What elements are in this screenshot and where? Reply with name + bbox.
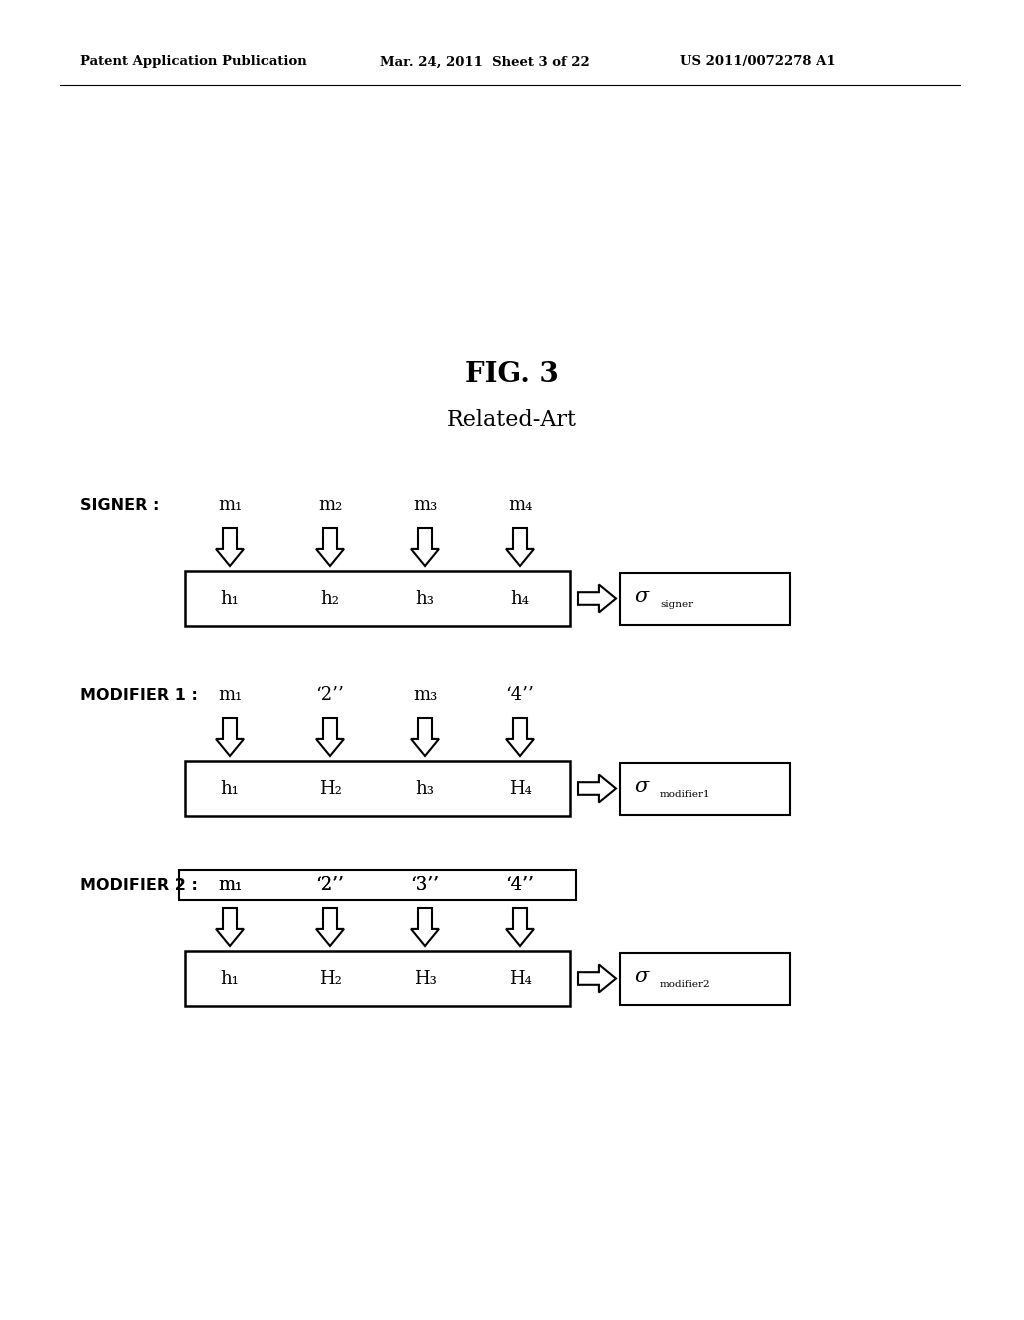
Polygon shape bbox=[316, 718, 344, 756]
Text: ‘4’’: ‘4’’ bbox=[506, 876, 535, 894]
Text: ‘2’’: ‘2’’ bbox=[315, 876, 344, 894]
Text: h₂: h₂ bbox=[321, 590, 340, 607]
Polygon shape bbox=[506, 908, 534, 946]
Text: m₃: m₃ bbox=[413, 686, 437, 704]
Polygon shape bbox=[578, 585, 616, 612]
Text: MODIFIER 1 :: MODIFIER 1 : bbox=[80, 688, 198, 702]
Polygon shape bbox=[411, 528, 439, 566]
Text: m₃: m₃ bbox=[413, 496, 437, 513]
Text: Mar. 24, 2011  Sheet 3 of 22: Mar. 24, 2011 Sheet 3 of 22 bbox=[380, 55, 590, 69]
Text: ‘3’’: ‘3’’ bbox=[411, 876, 439, 894]
Polygon shape bbox=[216, 718, 244, 756]
Text: ‘2’’: ‘2’’ bbox=[315, 686, 344, 704]
Text: h₃: h₃ bbox=[416, 780, 434, 797]
Polygon shape bbox=[316, 528, 344, 566]
FancyBboxPatch shape bbox=[185, 762, 570, 816]
FancyBboxPatch shape bbox=[620, 763, 790, 814]
Text: m₁: m₁ bbox=[218, 686, 242, 704]
FancyBboxPatch shape bbox=[185, 572, 570, 626]
Text: h₄: h₄ bbox=[511, 590, 529, 607]
Text: m₁: m₁ bbox=[218, 876, 242, 894]
FancyBboxPatch shape bbox=[620, 953, 790, 1005]
Text: ‘3’’: ‘3’’ bbox=[411, 876, 439, 894]
Text: h₁: h₁ bbox=[220, 780, 240, 797]
Text: σ: σ bbox=[635, 777, 649, 796]
Polygon shape bbox=[316, 908, 344, 946]
Polygon shape bbox=[216, 528, 244, 566]
Text: FIG. 3: FIG. 3 bbox=[465, 362, 559, 388]
FancyBboxPatch shape bbox=[185, 950, 570, 1006]
Text: Patent Application Publication: Patent Application Publication bbox=[80, 55, 307, 69]
Text: h₃: h₃ bbox=[416, 590, 434, 607]
Polygon shape bbox=[216, 908, 244, 946]
Text: m₄: m₄ bbox=[508, 496, 532, 513]
Text: h₁: h₁ bbox=[220, 590, 240, 607]
Text: H₄: H₄ bbox=[509, 969, 531, 987]
Text: signer: signer bbox=[660, 601, 693, 609]
Text: modifier2: modifier2 bbox=[660, 979, 711, 989]
Text: MODIFIER 2 :: MODIFIER 2 : bbox=[80, 878, 198, 892]
Text: H₂: H₂ bbox=[318, 969, 341, 987]
Text: H₄: H₄ bbox=[509, 780, 531, 797]
Text: Related-Art: Related-Art bbox=[447, 409, 577, 432]
Polygon shape bbox=[411, 908, 439, 946]
Text: US 2011/0072278 A1: US 2011/0072278 A1 bbox=[680, 55, 836, 69]
Text: m₁: m₁ bbox=[218, 876, 242, 894]
Text: m₁: m₁ bbox=[218, 496, 242, 513]
Text: ‘4’’: ‘4’’ bbox=[506, 686, 535, 704]
Polygon shape bbox=[506, 718, 534, 756]
Text: SIGNER :: SIGNER : bbox=[80, 498, 160, 512]
Text: modifier1: modifier1 bbox=[660, 789, 711, 799]
Text: ‘4’’: ‘4’’ bbox=[506, 876, 535, 894]
Text: ‘2’’: ‘2’’ bbox=[315, 876, 344, 894]
Text: h₁: h₁ bbox=[220, 969, 240, 987]
Text: H₃: H₃ bbox=[414, 969, 436, 987]
Text: m₂: m₂ bbox=[317, 496, 342, 513]
Polygon shape bbox=[578, 965, 616, 993]
Polygon shape bbox=[578, 775, 616, 803]
Text: σ: σ bbox=[635, 587, 649, 606]
FancyBboxPatch shape bbox=[620, 573, 790, 624]
Text: σ: σ bbox=[635, 968, 649, 986]
FancyBboxPatch shape bbox=[179, 870, 575, 900]
Polygon shape bbox=[411, 718, 439, 756]
Polygon shape bbox=[506, 528, 534, 566]
Text: H₂: H₂ bbox=[318, 780, 341, 797]
